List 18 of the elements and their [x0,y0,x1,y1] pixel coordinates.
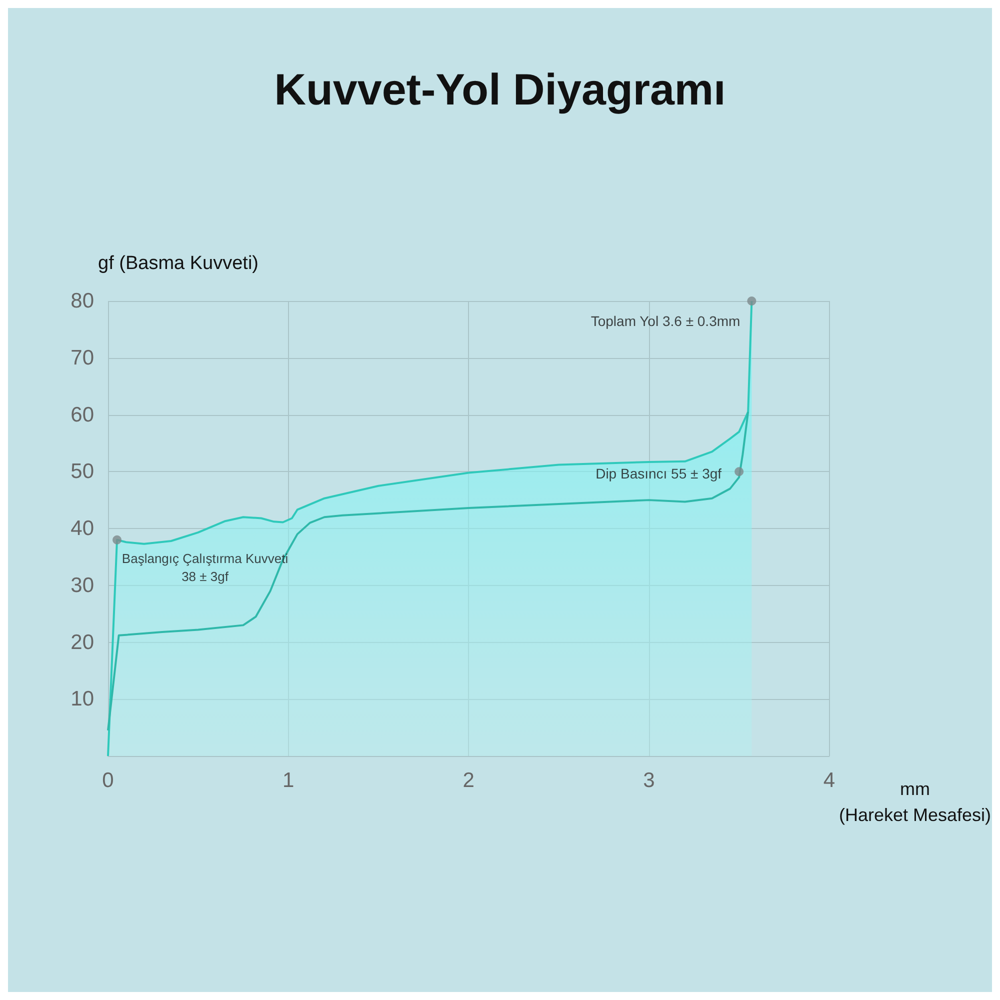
y-tick-label: 70 [70,346,94,370]
x-tick-label: 4 [823,769,836,792]
x-tick-label: 1 [282,769,294,792]
x-axis-title: mm (Hareket Mesafesi) [838,779,991,825]
x-tick-label: 0 [102,769,114,792]
y-tick-label: 10 [70,688,94,711]
x-tick-label: 2 [462,769,474,792]
annotation: Dip Basıncı 55 ± 3gf [596,466,722,482]
x-tick-label: 3 [643,769,655,792]
y-tick-label: 30 [70,574,94,597]
y-tick-label: 40 [70,517,94,540]
y-axis-title: gf (Basma Kuvveti) [98,253,258,274]
annotation: Toplam Yol 3.6 ± 0.3mm [590,313,740,329]
y-tick-label: 20 [70,630,94,654]
y-tick-label: 60 [70,403,94,426]
y-tick-label: 50 [70,460,94,484]
y-tick-label: 80 [70,290,94,312]
chart-title: Kuvvet-Yol Diyagramı [274,66,726,114]
